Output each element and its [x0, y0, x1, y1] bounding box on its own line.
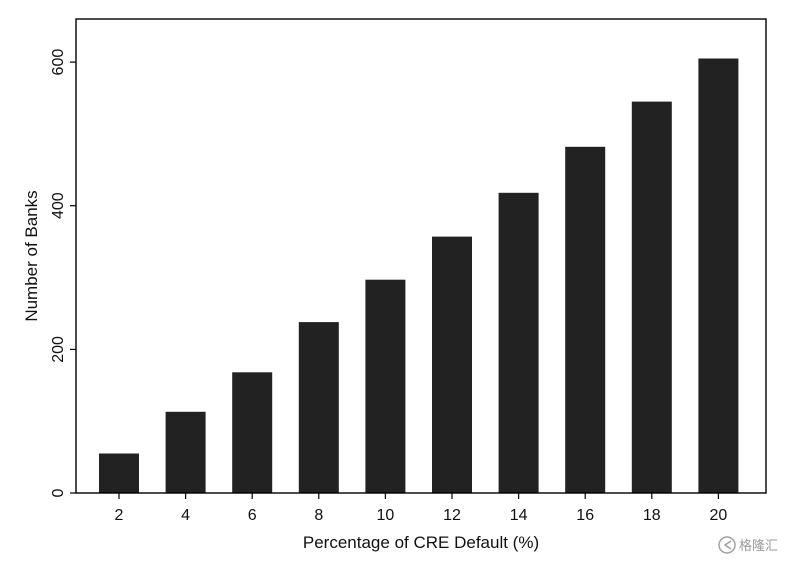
- x-tick-label: 2: [115, 507, 124, 524]
- bar-8: [298, 322, 339, 493]
- watermark-text: 格隆汇: [739, 538, 778, 554]
- bar-10: [365, 279, 406, 493]
- y-tick-label: 400: [50, 192, 67, 219]
- bar-20: [698, 58, 739, 493]
- x-tick-label: 10: [377, 507, 395, 524]
- x-tick-label: 12: [443, 507, 461, 524]
- y-axis-title: Number of Banks: [22, 190, 41, 321]
- bar-16: [565, 146, 606, 494]
- bar-14: [498, 192, 539, 494]
- bar-6: [232, 372, 273, 493]
- y-tick-label: 0: [50, 488, 67, 497]
- x-tick-label: 8: [314, 507, 323, 524]
- x-axis-ticks: 2 4 6 8 10 12 14 16 18 20: [115, 493, 728, 524]
- x-tick-label: 18: [643, 507, 661, 524]
- x-tick-label: 16: [576, 507, 594, 524]
- y-tick-label: 600: [50, 49, 67, 76]
- y-axis-ticks: 0 200 400 600: [50, 49, 76, 497]
- bars-layer: [99, 58, 739, 494]
- gelonghui-logo-icon: [718, 536, 736, 554]
- watermark: 格隆汇: [718, 536, 778, 554]
- bar-18: [631, 101, 672, 493]
- x-axis-title: Percentage of CRE Default (%): [303, 533, 539, 552]
- plot-frame: [75, 18, 767, 494]
- bar-12: [432, 236, 472, 493]
- x-tick-label: 4: [181, 507, 190, 524]
- x-tick-label: 20: [710, 507, 728, 524]
- bar-2: [99, 453, 139, 493]
- x-tick-label: 6: [248, 507, 257, 524]
- y-tick-label: 200: [50, 336, 67, 363]
- x-tick-label: 14: [510, 507, 528, 524]
- bar-4: [165, 411, 206, 493]
